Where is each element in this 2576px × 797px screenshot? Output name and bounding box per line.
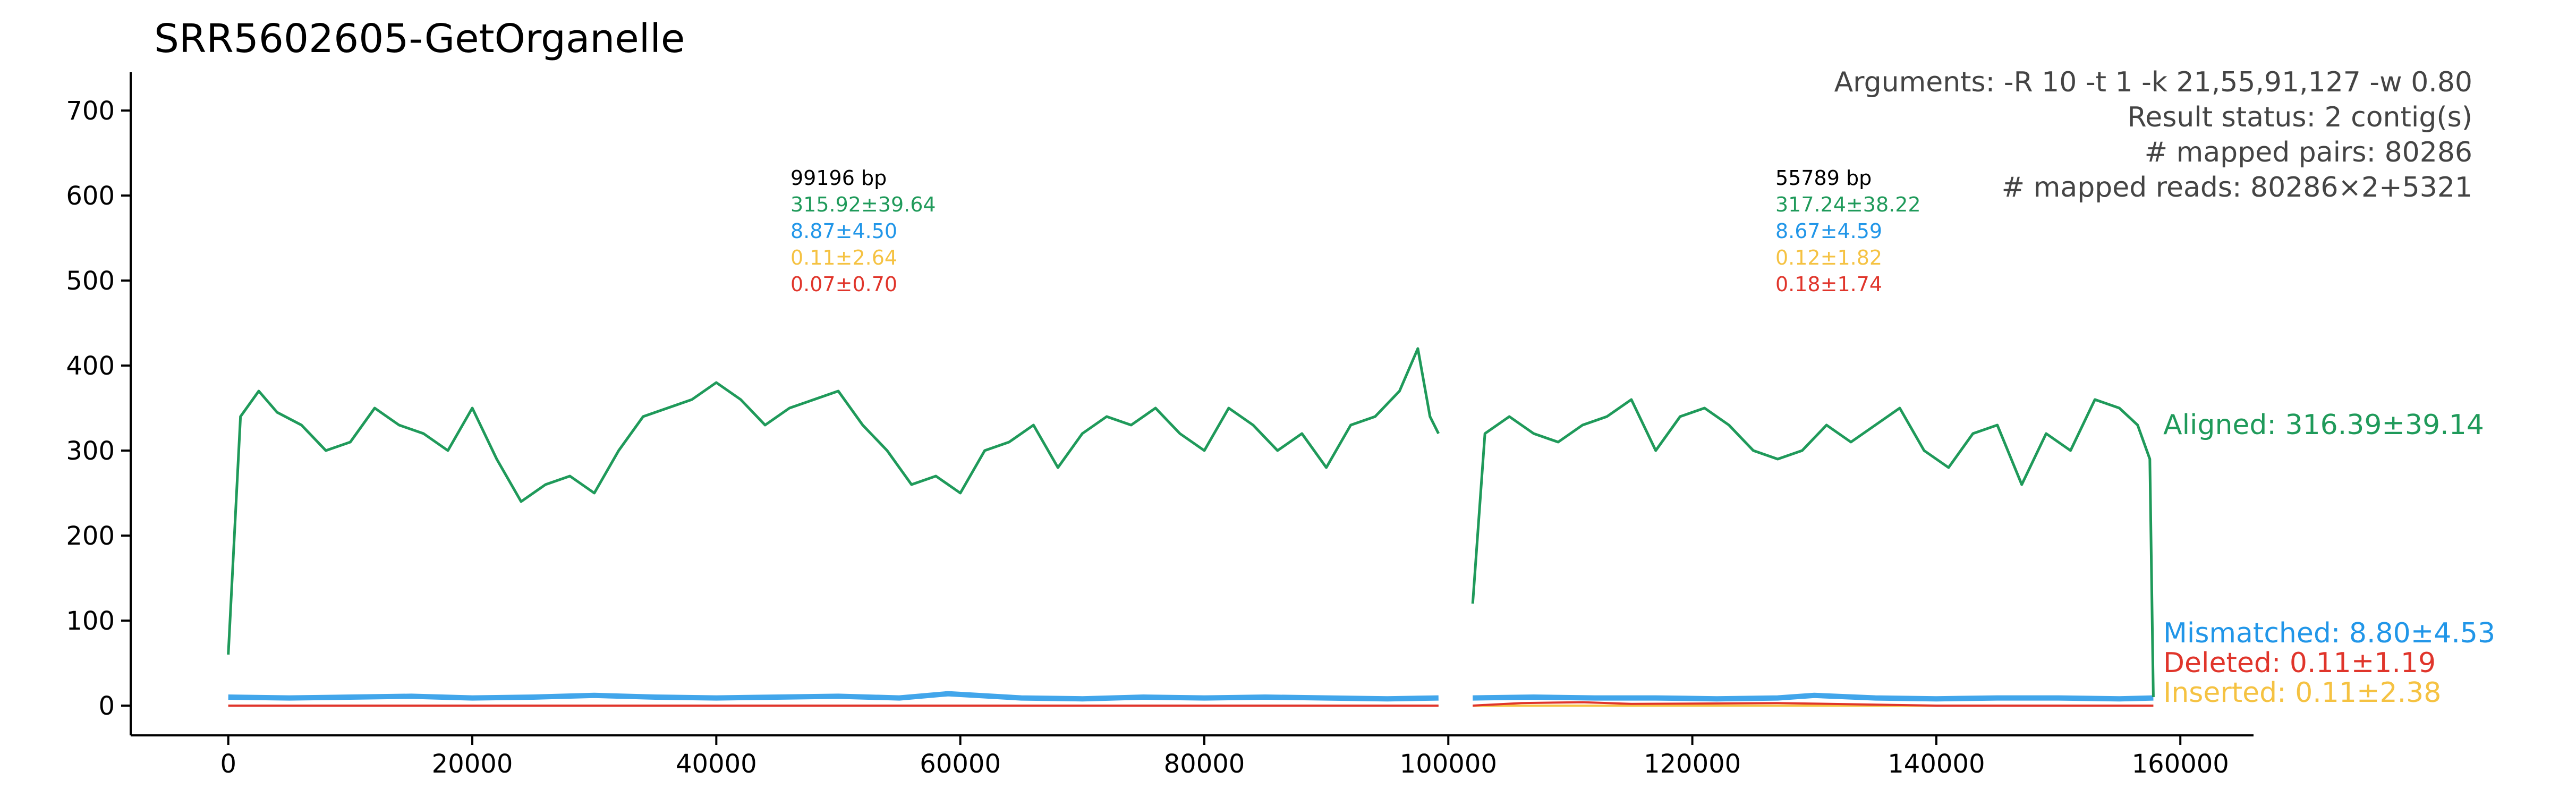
contig-inserted: 0.11±2.64 <box>790 246 898 269</box>
x-tick-label: 120000 <box>1644 749 1741 779</box>
x-tick-label: 140000 <box>1888 749 1985 779</box>
contig-mismatched: 8.67±4.59 <box>1775 219 1883 243</box>
y-tick-label: 700 <box>66 96 115 126</box>
y-tick-label: 600 <box>66 181 115 211</box>
contig-aligned: 315.92±39.64 <box>790 193 936 216</box>
x-tick-label: 100000 <box>1400 749 1497 779</box>
x-tick-label: 0 <box>220 749 236 779</box>
contig-2-stats: 55789 bp 317.24±38.22 8.67±4.59 0.12±1.8… <box>1775 165 1921 298</box>
series-aligned <box>1471 398 2155 698</box>
legend-inserted: Inserted: 0.11±2.38 <box>2163 677 2442 709</box>
contig-inserted: 0.12±1.82 <box>1775 246 1883 269</box>
x-tick-label: 160000 <box>2132 749 2229 779</box>
contig-length: 55789 bp <box>1775 166 1872 190</box>
contig-length: 99196 bp <box>790 166 887 190</box>
x-tick-label: 60000 <box>920 749 1001 779</box>
arguments-text: Arguments: -R 10 -t 1 -k 21,55,91,127 -w… <box>1834 66 2472 98</box>
y-tick-label: 200 <box>66 521 115 551</box>
series-aligned <box>227 347 1440 655</box>
contig-aligned: 317.24±38.22 <box>1775 193 1921 216</box>
x-tick-label: 40000 <box>676 749 757 779</box>
y-tick-label: 300 <box>66 436 115 466</box>
mapped-reads-text: # mapped reads: 80286×2+5321 <box>2001 172 2472 204</box>
y-tick-label: 100 <box>66 606 115 636</box>
y-tick-label: 0 <box>98 691 115 721</box>
y-tick-label: 400 <box>66 351 115 381</box>
contig-mismatched: 8.87±4.50 <box>790 219 898 243</box>
series-mismatched <box>1473 692 2154 702</box>
contig-1-stats: 99196 bp 315.92±39.64 8.87±4.50 0.11±2.6… <box>790 165 936 298</box>
result-status-text: Result status: 2 contig(s) <box>2127 101 2472 133</box>
contig-deleted: 0.07±0.70 <box>790 273 898 296</box>
legend-mismatched: Mismatched: 8.80±4.53 <box>2163 617 2496 649</box>
run-info: Arguments: -R 10 -t 1 -k 21,55,91,127 -w… <box>1834 65 2472 205</box>
y-tick-label: 500 <box>66 266 115 296</box>
legend-aligned: Aligned: 316.39±39.14 <box>2163 409 2484 441</box>
series-mismatched <box>228 691 1439 702</box>
x-tick-label: 80000 <box>1164 749 1245 779</box>
x-tick-label: 20000 <box>432 749 513 779</box>
ticks-layer: 0 20000 40000 60000 80000 100000 120000 140000 1… <box>66 96 2229 779</box>
series-layer <box>227 347 2155 707</box>
contig-deleted: 0.18±1.74 <box>1775 273 1883 296</box>
legend-deleted: Deleted: 0.11±1.19 <box>2163 647 2436 679</box>
series-deleted <box>1473 701 2154 707</box>
chart-title: SRR5602605-GetOrganelle <box>154 16 685 62</box>
mapped-pairs-text: # mapped pairs: 80286 <box>2144 137 2472 168</box>
